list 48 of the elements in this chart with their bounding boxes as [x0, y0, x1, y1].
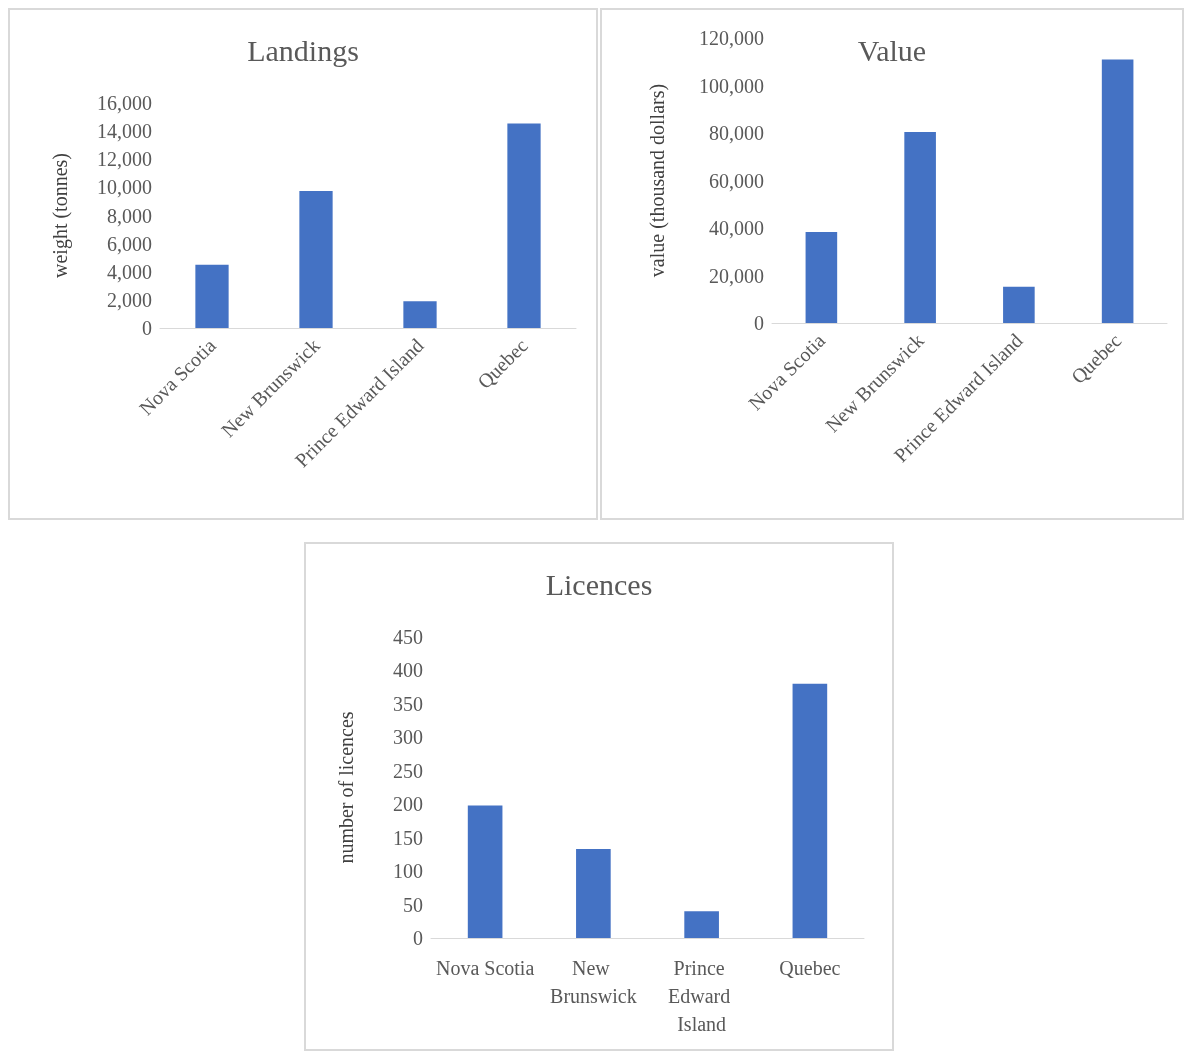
- bar: [1003, 286, 1035, 323]
- y-tick-label: 120,000: [699, 27, 764, 49]
- y-tick-label: 50: [403, 893, 423, 916]
- bar: [299, 190, 333, 328]
- bar: [805, 232, 838, 323]
- bar: [1101, 59, 1134, 323]
- bar: [576, 849, 611, 938]
- bar: [684, 911, 719, 938]
- y-tick-label: 8,000: [107, 204, 152, 227]
- y-tick-label: 0: [754, 312, 764, 334]
- x-tick-label: Nova Scotia: [435, 957, 535, 979]
- y-tick-label: 100,000: [699, 74, 764, 97]
- y-tick-label: 10,000: [97, 176, 152, 199]
- y-tick-label: 350: [393, 692, 423, 715]
- y-tick-label: 4,000: [107, 260, 152, 283]
- y-axis-title: value (thousand dollars): [646, 83, 669, 278]
- y-tick-label: 0: [413, 927, 423, 949]
- y-tick-label: 80,000: [709, 122, 764, 144]
- y-tick-label: 2,000: [107, 288, 152, 311]
- y-tick-label: 14,000: [97, 120, 152, 143]
- x-tick-label: New Brunswick: [550, 957, 637, 1007]
- bar: [467, 805, 503, 938]
- y-tick-label: 200: [393, 793, 423, 816]
- y-tick-label: 40,000: [709, 217, 764, 239]
- y-tick-label: 16,000: [97, 92, 152, 114]
- x-tick-label: Prince Edward Island: [668, 957, 736, 1035]
- x-tick-label: Quebec: [779, 957, 841, 979]
- chart-title: Value: [857, 33, 927, 67]
- y-tick-label: 400: [393, 659, 423, 682]
- y-axis-title: number of licences: [335, 711, 357, 864]
- y-tick-label: 20,000: [709, 264, 764, 287]
- bar: [904, 132, 936, 323]
- y-tick-label: 6,000: [107, 232, 152, 255]
- y-tick-label: 300: [393, 726, 423, 749]
- chart-title: Licences: [545, 567, 653, 601]
- bar: [507, 123, 541, 328]
- y-tick-label: 450: [393, 626, 423, 648]
- y-tick-label: 12,000: [97, 148, 152, 171]
- y-tick-label: 0: [142, 317, 152, 339]
- y-tick-label: 60,000: [709, 169, 764, 192]
- y-tick-label: 150: [393, 826, 423, 849]
- bar: [195, 264, 229, 328]
- y-tick-label: 250: [393, 759, 423, 782]
- bar: [792, 683, 828, 938]
- y-tick-label: 100: [393, 860, 423, 883]
- bar: [403, 301, 437, 328]
- chart-title: Landings: [247, 33, 359, 67]
- y-axis-title: weight (tonnes): [49, 153, 72, 278]
